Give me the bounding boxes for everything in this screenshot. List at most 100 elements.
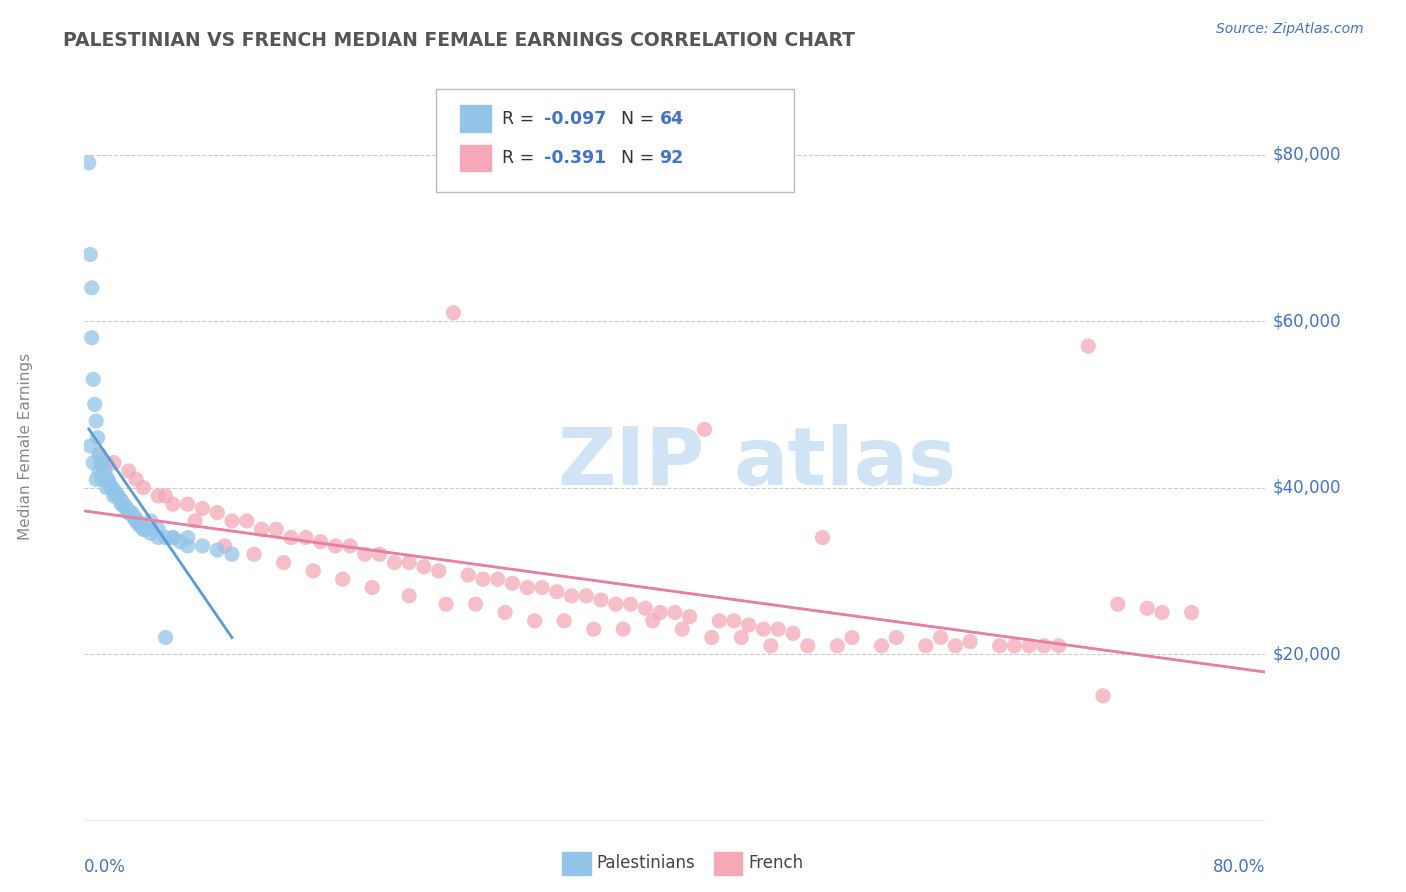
Point [709, 614, 731, 628]
Point [125, 514, 148, 528]
Point [221, 547, 243, 561]
Point [96, 481, 118, 495]
Point [236, 514, 259, 528]
Point [86, 431, 108, 445]
Point [114, 501, 136, 516]
Text: 80.0%: 80.0% [1213, 858, 1265, 876]
Point [664, 606, 686, 620]
Point [1047, 639, 1070, 653]
Point [124, 509, 146, 524]
Point [1033, 639, 1056, 653]
Point [413, 559, 436, 574]
Point [125, 472, 148, 486]
Point [91, 456, 114, 470]
Point [700, 631, 723, 645]
Point [111, 497, 134, 511]
Point [679, 609, 702, 624]
Point [84, 472, 107, 486]
Text: N =: N = [621, 110, 661, 128]
Text: $20,000: $20,000 [1272, 645, 1341, 663]
Point [384, 556, 406, 570]
Point [87, 447, 111, 461]
Point [184, 514, 207, 528]
Point [148, 489, 170, 503]
Point [128, 518, 150, 533]
Point [112, 497, 135, 511]
Point [295, 531, 318, 545]
Point [121, 506, 143, 520]
Point [738, 618, 761, 632]
Point [207, 543, 229, 558]
Text: -0.097: -0.097 [544, 110, 606, 128]
Text: $80,000: $80,000 [1272, 145, 1341, 163]
Point [110, 493, 132, 508]
Point [162, 531, 184, 545]
Point [988, 639, 1011, 653]
Text: $40,000: $40,000 [1272, 479, 1341, 497]
Point [945, 639, 967, 653]
Point [162, 497, 184, 511]
Point [398, 589, 420, 603]
Point [118, 506, 141, 520]
Point [1004, 639, 1026, 653]
Point [169, 534, 191, 549]
Point [929, 631, 952, 645]
Point [1181, 606, 1204, 620]
Point [870, 639, 893, 653]
Point [84, 414, 107, 428]
Point [671, 622, 693, 636]
Point [523, 614, 546, 628]
Point [101, 481, 124, 495]
Point [87, 447, 111, 461]
Point [139, 526, 162, 541]
Point [443, 306, 465, 320]
Point [325, 539, 347, 553]
Point [361, 581, 384, 595]
Point [115, 501, 138, 516]
Point [120, 506, 142, 520]
Point [1136, 601, 1159, 615]
Point [612, 622, 634, 636]
Point [97, 472, 120, 486]
Point [368, 547, 391, 561]
Point [155, 531, 177, 545]
Point [98, 476, 121, 491]
Point [464, 597, 486, 611]
Point [135, 522, 157, 536]
Point [591, 593, 613, 607]
Text: R =: R = [502, 149, 540, 167]
Point [214, 539, 236, 553]
Point [531, 581, 554, 595]
Point [959, 634, 981, 648]
Text: Median Female Earnings: Median Female Earnings [18, 352, 32, 540]
Point [811, 531, 834, 545]
Point [457, 568, 479, 582]
Point [103, 456, 125, 470]
Point [273, 556, 295, 570]
Point [82, 456, 104, 470]
Point [80, 331, 103, 345]
Point [1018, 639, 1040, 653]
Point [332, 572, 354, 586]
Point [730, 631, 752, 645]
Text: 64: 64 [659, 110, 683, 128]
Point [80, 281, 103, 295]
Point [132, 481, 155, 495]
Text: 0.0%: 0.0% [84, 858, 127, 876]
Point [96, 456, 118, 470]
Point [494, 606, 516, 620]
Point [103, 489, 125, 503]
Point [129, 518, 152, 533]
Point [191, 539, 214, 553]
Point [177, 539, 200, 553]
Text: R =: R = [502, 110, 540, 128]
Point [759, 639, 782, 653]
Point [148, 522, 170, 536]
Point [132, 522, 155, 536]
Point [546, 584, 568, 599]
Point [486, 572, 509, 586]
Point [1092, 689, 1115, 703]
Point [125, 514, 148, 528]
Point [177, 497, 200, 511]
Point [280, 531, 302, 545]
